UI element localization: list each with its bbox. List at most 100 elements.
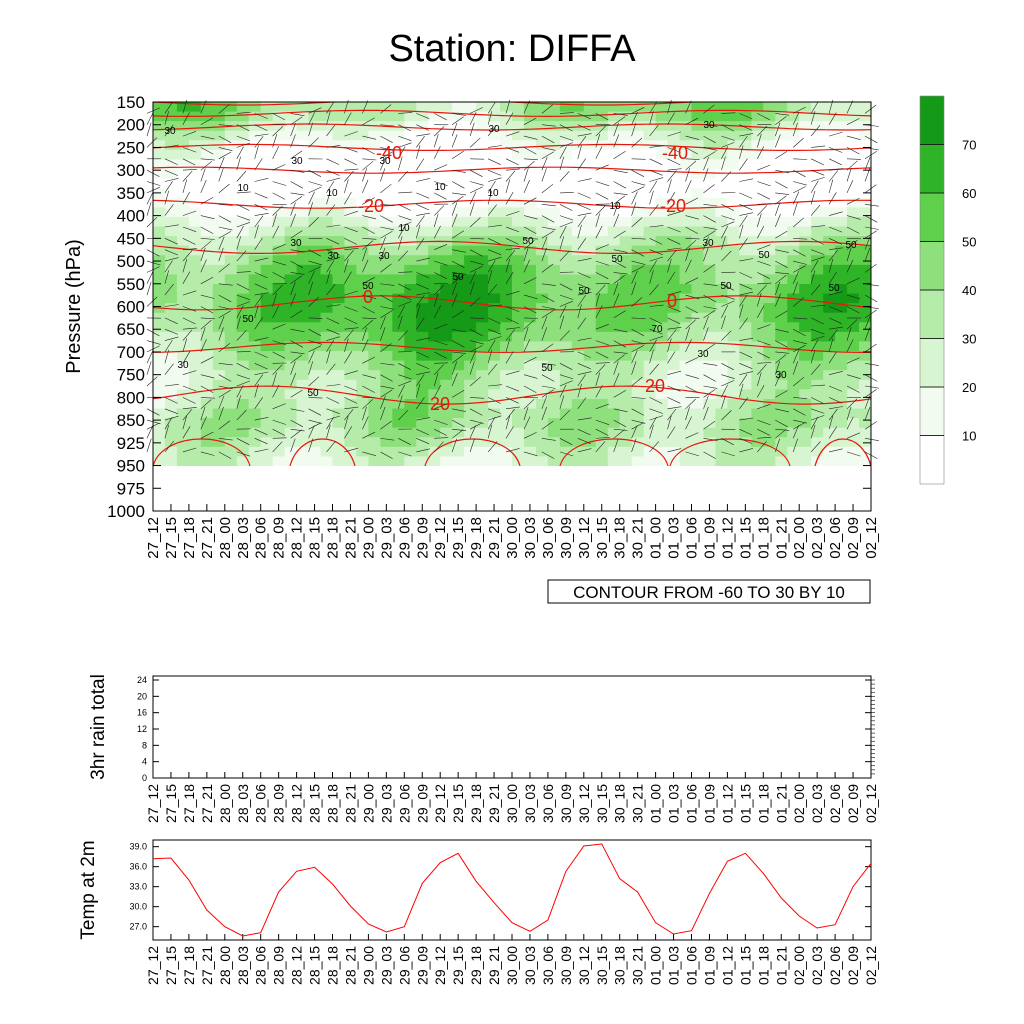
wind-barb bbox=[488, 256, 502, 262]
shade-cell bbox=[344, 102, 358, 113]
shade-cell bbox=[284, 303, 298, 314]
shade-cell bbox=[691, 149, 705, 161]
wind-barb bbox=[541, 451, 555, 459]
shade-cell bbox=[583, 264, 597, 276]
wind-barb bbox=[254, 213, 269, 216]
wind-barb bbox=[487, 190, 493, 205]
shade-cell bbox=[595, 331, 609, 343]
shade-cell bbox=[344, 264, 358, 276]
shade-cell bbox=[500, 418, 513, 429]
wind-barb bbox=[505, 448, 520, 453]
wind-barb bbox=[649, 317, 663, 325]
temp-x-tick-label: 30_15 bbox=[594, 946, 610, 985]
wind-barb bbox=[398, 191, 413, 194]
shade-cell bbox=[464, 188, 477, 199]
shade-cell bbox=[164, 331, 178, 343]
shade-cell bbox=[643, 284, 657, 295]
y-tick-label: 850 bbox=[117, 411, 145, 430]
wind-barb bbox=[595, 403, 610, 410]
wind-barb bbox=[200, 240, 212, 250]
shade-cell bbox=[643, 398, 657, 410]
shade-cell bbox=[404, 264, 417, 276]
wind-barb bbox=[685, 226, 699, 234]
shade-cell bbox=[188, 312, 202, 323]
wind-barb bbox=[236, 156, 241, 171]
shade-cell bbox=[787, 389, 800, 400]
shade-cell bbox=[344, 379, 358, 390]
shade-cell bbox=[224, 379, 238, 390]
shade-cell bbox=[595, 379, 609, 390]
shade-cell bbox=[787, 379, 800, 390]
shade-cell bbox=[428, 121, 441, 132]
shade-cell bbox=[823, 111, 836, 122]
shade-cell bbox=[775, 284, 788, 295]
wind-barb bbox=[344, 131, 358, 137]
wind-barb bbox=[451, 438, 457, 452]
shade-cell bbox=[595, 245, 609, 256]
shade-cell bbox=[583, 389, 597, 400]
wind-barb bbox=[595, 205, 606, 216]
shade-cell bbox=[188, 360, 202, 371]
wind-barb bbox=[505, 329, 515, 341]
shade-cell bbox=[607, 102, 621, 113]
shade-cell bbox=[811, 370, 824, 381]
shade-cell bbox=[619, 303, 633, 314]
wind-barb bbox=[595, 213, 600, 228]
shade-cell bbox=[488, 264, 501, 276]
x-tick-label: 29_21 bbox=[486, 517, 503, 559]
x-tick-label: 28_09 bbox=[271, 517, 288, 559]
shade-cell bbox=[727, 456, 740, 466]
shade-cell bbox=[344, 207, 358, 218]
shade-cell bbox=[512, 130, 525, 141]
shade-cell bbox=[751, 102, 764, 113]
shade-cell bbox=[464, 236, 477, 247]
wind-barb bbox=[380, 374, 393, 382]
wind-barb bbox=[757, 403, 771, 410]
shade-cell bbox=[619, 427, 633, 438]
wind-barb bbox=[218, 306, 233, 310]
shade-cell bbox=[751, 408, 764, 419]
shade-cell bbox=[464, 293, 477, 304]
wind-barb bbox=[398, 142, 412, 148]
shade-cell bbox=[643, 379, 657, 390]
wind-barb bbox=[667, 238, 681, 245]
wind-barb bbox=[649, 124, 659, 137]
shade-cell bbox=[404, 207, 417, 218]
shade-cell bbox=[392, 130, 405, 141]
shade-cell bbox=[176, 351, 190, 362]
shade-cell bbox=[392, 427, 405, 438]
shade-cell bbox=[284, 245, 298, 256]
shade-cell bbox=[667, 312, 681, 323]
shade-cell bbox=[296, 121, 310, 132]
shade-cell bbox=[356, 216, 369, 228]
wind-barb bbox=[344, 406, 359, 410]
shade-cell bbox=[859, 398, 871, 410]
shade-cell bbox=[356, 284, 369, 295]
shade-cell bbox=[739, 331, 752, 343]
shade-cell bbox=[523, 360, 537, 371]
shade-cell bbox=[332, 130, 346, 141]
shade-cell bbox=[655, 255, 669, 266]
humidity-contour-label: 50 bbox=[611, 254, 623, 265]
shade-cell bbox=[799, 379, 812, 390]
shade-cell bbox=[236, 370, 250, 381]
shade-cell bbox=[835, 264, 848, 276]
shade-cell bbox=[236, 437, 250, 448]
shade-cell bbox=[559, 216, 573, 228]
rain-x-tick-label: 29_18 bbox=[468, 784, 484, 823]
shade-cell bbox=[272, 389, 286, 400]
shade-cell bbox=[368, 446, 381, 458]
shade-cell bbox=[559, 102, 573, 113]
shade-cell bbox=[559, 207, 573, 218]
shade-cell bbox=[224, 446, 238, 458]
shade-cell bbox=[703, 427, 717, 438]
shade-cell bbox=[344, 111, 358, 122]
shade-cell bbox=[236, 427, 250, 438]
shade-cell bbox=[547, 408, 561, 419]
wind-barb bbox=[631, 397, 646, 399]
shade-cell bbox=[775, 264, 788, 276]
wind-barb bbox=[559, 283, 573, 291]
shade-cell bbox=[224, 312, 238, 323]
shade-cell bbox=[559, 456, 573, 466]
shade-cell bbox=[763, 303, 776, 314]
